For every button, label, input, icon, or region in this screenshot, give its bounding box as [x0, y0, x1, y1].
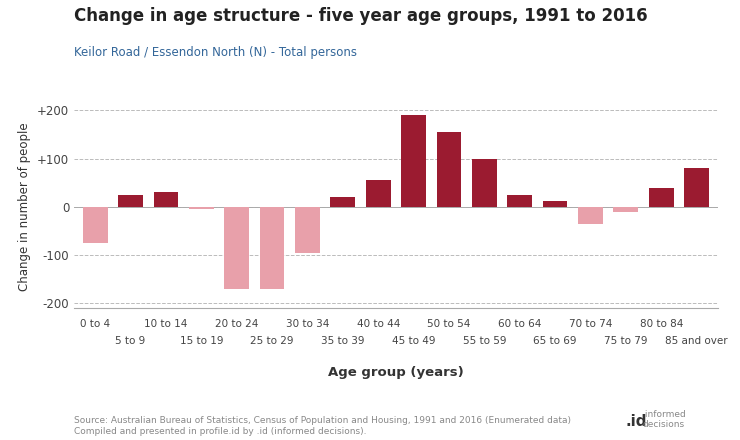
Bar [401, 115, 426, 207]
Bar [260, 207, 284, 289]
Text: 20 to 24: 20 to 24 [215, 319, 258, 329]
Text: 35 to 39: 35 to 39 [321, 336, 365, 346]
Text: 25 to 29: 25 to 29 [250, 336, 294, 346]
Bar [224, 207, 249, 289]
Text: 50 to 54: 50 to 54 [427, 319, 471, 329]
Bar [118, 195, 143, 207]
Text: 65 to 69: 65 to 69 [534, 336, 577, 346]
Bar [578, 207, 603, 224]
Text: Source: Australian Bureau of Statistics, Census of Population and Housing, 1991 : Source: Australian Bureau of Statistics,… [74, 416, 571, 436]
Bar [613, 207, 638, 212]
Bar [542, 201, 568, 207]
Text: 60 to 64: 60 to 64 [498, 319, 542, 329]
Bar [83, 207, 107, 243]
Text: 40 to 44: 40 to 44 [357, 319, 400, 329]
Text: 55 to 59: 55 to 59 [462, 336, 506, 346]
Bar [366, 180, 391, 207]
Text: 5 to 9: 5 to 9 [115, 336, 146, 346]
Bar [331, 197, 355, 207]
Text: informed
decisions: informed decisions [642, 410, 686, 429]
Bar [684, 168, 709, 207]
Bar [508, 195, 532, 207]
Text: .id: .id [625, 414, 647, 429]
Text: 75 to 79: 75 to 79 [604, 336, 648, 346]
Text: 0 to 4: 0 to 4 [80, 319, 110, 329]
Bar [437, 132, 461, 207]
Bar [154, 192, 178, 207]
Bar [189, 207, 214, 209]
Bar [472, 158, 497, 207]
Bar [649, 187, 673, 207]
Text: 70 to 74: 70 to 74 [569, 319, 612, 329]
Text: 45 to 49: 45 to 49 [392, 336, 435, 346]
Text: Age group (years): Age group (years) [328, 367, 464, 379]
Y-axis label: Change in number of people: Change in number of people [18, 122, 32, 291]
Text: 85 and over: 85 and over [665, 336, 728, 346]
Text: 30 to 34: 30 to 34 [286, 319, 329, 329]
Text: 80 to 84: 80 to 84 [639, 319, 683, 329]
Bar [295, 207, 320, 253]
Text: Change in age structure - five year age groups, 1991 to 2016: Change in age structure - five year age … [74, 7, 648, 25]
Text: 10 to 14: 10 to 14 [144, 319, 188, 329]
Text: Keilor Road / Essendon North (N) - Total persons: Keilor Road / Essendon North (N) - Total… [74, 46, 357, 59]
Text: 15 to 19: 15 to 19 [180, 336, 223, 346]
